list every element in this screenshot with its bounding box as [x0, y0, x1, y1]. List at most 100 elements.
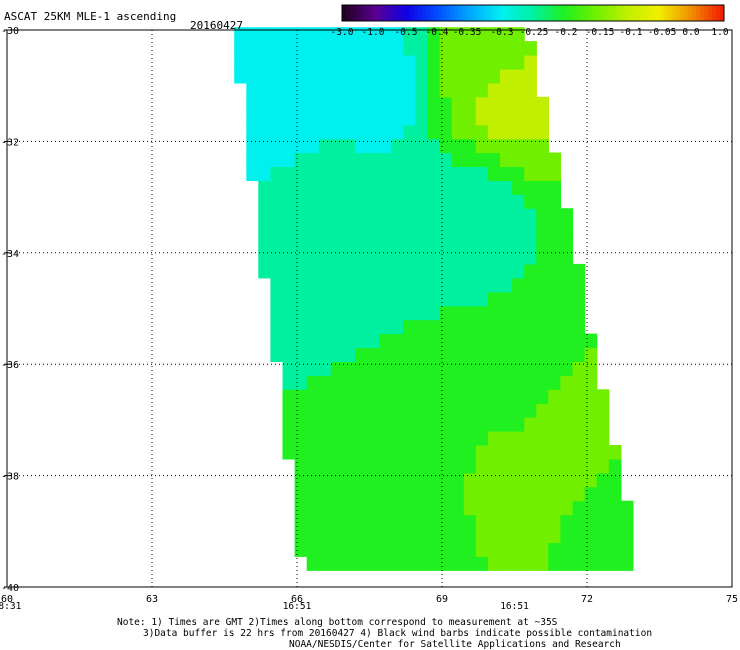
data-cell: [439, 250, 453, 265]
data-cell: [439, 514, 453, 530]
data-cell: [512, 486, 525, 502]
data-cell: [282, 208, 296, 223]
data-cell: [451, 389, 465, 404]
data-cell: [403, 41, 416, 56]
data-cell: [451, 277, 465, 293]
data-cell: [451, 361, 465, 376]
data-cell: [475, 222, 489, 237]
data-cell: [355, 236, 368, 251]
data-cell: [306, 347, 320, 362]
data-cell: [270, 291, 284, 307]
data-cell: [512, 27, 525, 42]
data-cell: [427, 472, 441, 488]
data-cell: [379, 208, 392, 223]
data-cell: [403, 347, 416, 362]
data-cell: [318, 277, 332, 293]
data-cell: [391, 542, 404, 557]
data-cell: [427, 96, 441, 112]
data-cell: [318, 542, 332, 557]
data-cell: [379, 458, 392, 474]
colorbar-tick-label: -0.25: [520, 27, 549, 38]
data-cell: [487, 333, 501, 349]
data-cell: [258, 166, 271, 181]
data-cell: [270, 277, 284, 293]
data-cell: [475, 458, 489, 474]
colorbar-segment: [525, 5, 530, 21]
data-cell: [355, 431, 368, 446]
data-cell: [548, 417, 561, 432]
data-cell: [294, 250, 308, 265]
data-cell: [463, 194, 477, 209]
data-cell: [475, 445, 489, 460]
data-cell: [403, 445, 416, 460]
data-cell: [330, 110, 344, 126]
data-cell: [330, 291, 344, 307]
colorbar-segment: [596, 5, 602, 21]
data-cell: [500, 110, 513, 126]
data-cell: [475, 528, 489, 543]
data-cell: [596, 445, 610, 460]
data-cell: [451, 250, 465, 265]
data-cell: [306, 458, 320, 474]
data-cell: [500, 82, 513, 98]
colorbar-segment: [680, 5, 685, 21]
data-cell: [427, 417, 441, 432]
data-cell: [294, 69, 308, 84]
data-cell: [439, 375, 453, 390]
data-cell: [234, 69, 247, 84]
data-cell: [439, 152, 453, 167]
data-cell: [451, 152, 465, 167]
colorbar-segment: [345, 5, 351, 21]
data-cell: [439, 486, 453, 502]
plot-frame: [6, 29, 733, 588]
data-cell: [415, 250, 429, 265]
data-cell: [560, 528, 574, 543]
data-cell: [342, 124, 356, 140]
data-cell: [475, 138, 489, 154]
data-cell: [439, 194, 453, 209]
data-cell: [439, 403, 453, 418]
data-cell: [487, 166, 501, 181]
colorbar-segment: [361, 5, 367, 21]
data-cell: [463, 542, 477, 557]
data-cell: [415, 55, 429, 70]
data-cell: [318, 431, 332, 446]
data-cell: [500, 277, 513, 293]
data-cell: [294, 528, 308, 543]
data-cell: [500, 458, 513, 474]
data-cell: [330, 27, 344, 42]
data-cell: [294, 361, 308, 376]
data-cell: [306, 542, 320, 557]
data-cell: [560, 208, 574, 223]
data-cell: [487, 542, 501, 557]
colorbar-frame: [341, 4, 725, 22]
data-cell: [548, 375, 561, 390]
data-cell: [463, 375, 477, 390]
data-cell: [318, 528, 332, 543]
data-cell: [536, 458, 549, 474]
data-cell: [584, 542, 598, 557]
data-cell: [342, 472, 356, 488]
data-cell: [391, 236, 404, 251]
data-cell: [427, 333, 441, 349]
data-cell: [342, 319, 356, 335]
colorbar-segment: [624, 5, 629, 21]
data-cell: [439, 542, 453, 557]
data-cell: [451, 542, 465, 557]
data-cell: [379, 166, 392, 181]
data-cell: [451, 208, 465, 223]
data-cell: [451, 124, 465, 140]
data-cell: [391, 528, 404, 543]
data-cell: [439, 55, 453, 70]
data-cell: [536, 417, 549, 432]
data-cell: [524, 347, 537, 362]
data-cell: [475, 250, 489, 265]
data-cell: [463, 166, 477, 181]
data-cell: [342, 445, 356, 460]
data-cell: [536, 305, 549, 321]
data-cell: [415, 500, 429, 516]
data-cell: [367, 208, 380, 223]
colorbar-segment: [469, 5, 474, 21]
colorbar-segment: [437, 5, 442, 21]
data-cell: [403, 96, 416, 112]
